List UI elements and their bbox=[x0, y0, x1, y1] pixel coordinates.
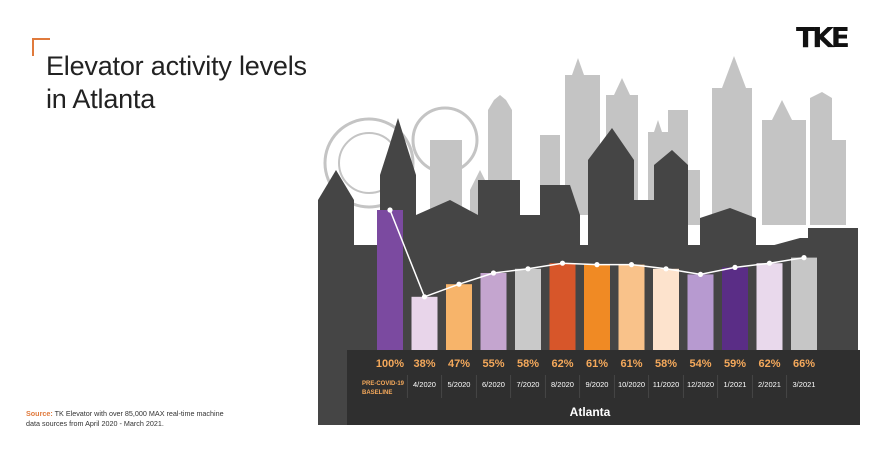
value-label-10: 59% bbox=[724, 358, 746, 370]
value-label-1: 38% bbox=[413, 358, 435, 370]
trend-point-11 bbox=[766, 260, 773, 266]
source-label: Source: bbox=[26, 409, 53, 418]
value-label-8: 58% bbox=[655, 358, 677, 370]
category-labels: PRE-COVID-19 BASELINE 4/2020 5/2020 6/2020 7/… bbox=[362, 375, 815, 398]
category-label-0-line-0: PRE-COVID-19 bbox=[362, 381, 405, 387]
bar-7 bbox=[618, 264, 645, 350]
bar-4 bbox=[515, 268, 541, 350]
category-label-12: 3/2021 bbox=[793, 380, 816, 389]
category-label-3: 6/2020 bbox=[482, 380, 505, 389]
category-label-0-line-1: BASELINE bbox=[362, 390, 392, 396]
value-label-2: 47% bbox=[448, 358, 470, 370]
category-label-2: 5/2020 bbox=[448, 380, 471, 389]
trend-point-4 bbox=[525, 266, 531, 272]
value-label-0: 100% bbox=[376, 358, 404, 370]
bar-9 bbox=[687, 274, 714, 350]
bar-11 bbox=[756, 263, 783, 350]
bar-8 bbox=[653, 268, 679, 350]
trend-point-7 bbox=[628, 262, 635, 268]
bar-2 bbox=[446, 284, 472, 350]
value-labels: 100% 38% 47% 55% 58% 62% 61% 61% 58% 54% 59% 62% 66% bbox=[376, 358, 815, 370]
category-label-8: 11/2020 bbox=[653, 380, 680, 389]
value-label-12: 66% bbox=[793, 358, 815, 370]
trend-point-3 bbox=[490, 270, 497, 276]
value-label-11: 62% bbox=[758, 358, 780, 370]
trend-point-10 bbox=[732, 264, 738, 270]
category-label-10: 1/2021 bbox=[724, 380, 747, 389]
trend-point-5 bbox=[559, 260, 566, 266]
chart-footer-panel bbox=[347, 350, 860, 425]
trend-point-8 bbox=[663, 266, 669, 272]
trend-point-9 bbox=[697, 271, 704, 277]
trend-points bbox=[387, 207, 807, 300]
x-axis-label: Atlanta bbox=[570, 405, 611, 419]
value-label-3: 55% bbox=[482, 358, 504, 370]
page-title: Elevator activity levels in Atlanta bbox=[46, 50, 307, 116]
category-label-1: 4/2020 bbox=[413, 380, 436, 389]
title-accent-bracket bbox=[32, 38, 50, 56]
value-label-6: 61% bbox=[586, 358, 608, 370]
category-label-11: 2/2021 bbox=[758, 380, 781, 389]
tke-logo: TKE bbox=[796, 21, 850, 54]
value-label-4: 58% bbox=[517, 358, 539, 370]
source-text: TK Elevator with over 85,000 MAX real-ti… bbox=[26, 409, 224, 428]
bar-12 bbox=[791, 257, 817, 350]
value-label-9: 54% bbox=[689, 358, 711, 370]
trend-point-2 bbox=[456, 281, 462, 287]
trend-point-6 bbox=[594, 262, 600, 268]
trend-point-0 bbox=[387, 207, 393, 213]
trend-point-12 bbox=[801, 255, 807, 261]
bar-3 bbox=[480, 273, 507, 350]
category-label-5: 8/2020 bbox=[551, 380, 574, 389]
value-label-7: 61% bbox=[620, 358, 642, 370]
bar-5 bbox=[549, 263, 576, 350]
bar-10 bbox=[722, 267, 748, 350]
value-label-5: 62% bbox=[551, 358, 573, 370]
category-label-9: 12/2020 bbox=[687, 380, 714, 389]
category-label-4: 7/2020 bbox=[517, 380, 540, 389]
source-note: Source: TK Elevator with over 85,000 MAX… bbox=[26, 409, 236, 429]
title-line-2: in Atlanta bbox=[46, 84, 156, 114]
title-line-1: Elevator activity levels bbox=[46, 51, 307, 81]
category-label-7: 10/2020 bbox=[618, 380, 645, 389]
category-label-6: 9/2020 bbox=[586, 380, 609, 389]
bar-1 bbox=[411, 296, 438, 350]
bar-6 bbox=[584, 264, 610, 350]
trend-point-1 bbox=[421, 294, 428, 300]
